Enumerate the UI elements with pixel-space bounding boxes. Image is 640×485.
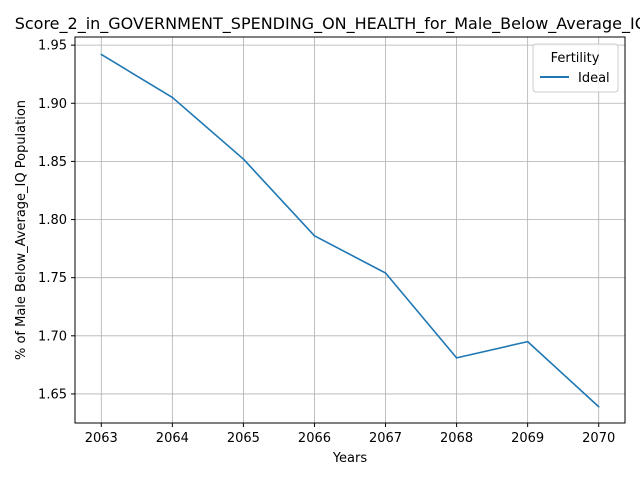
x-tick-label: 2068 xyxy=(440,431,473,446)
x-tick-label: 2069 xyxy=(511,431,544,446)
data-point xyxy=(526,340,529,343)
x-tick-label: 2065 xyxy=(227,431,260,446)
x-tick-label: 2064 xyxy=(156,431,189,446)
data-point xyxy=(171,96,174,99)
series-layer xyxy=(100,53,600,408)
data-point xyxy=(313,235,316,237)
data-point xyxy=(597,405,600,408)
plot-frame xyxy=(74,36,626,424)
ticks: 2063 2064 2065 2066 2067 2068 2069 2070 1.65 1.70… xyxy=(38,39,615,446)
legend: Fertility Ideal xyxy=(532,43,619,93)
y-tick-label: 1.85 xyxy=(38,155,67,170)
series-line-ideal xyxy=(100,53,600,408)
y-tick-label: 1.90 xyxy=(38,97,67,112)
x-tick-label: 2063 xyxy=(85,431,118,446)
legend-title: Fertility xyxy=(551,51,600,66)
x-tick-label: 2067 xyxy=(369,431,402,446)
data-point xyxy=(455,357,458,359)
x-axis-label: Years xyxy=(332,451,368,466)
y-axis-label: % of Male Below_Average_IQ Population xyxy=(14,100,29,360)
x-tick-label: 2070 xyxy=(582,431,615,446)
y-tick-label: 1.75 xyxy=(38,271,67,286)
data-point xyxy=(100,53,103,56)
chart-title: Score_2_in_GOVERNMENT_SPENDING_ON_HEALTH… xyxy=(15,14,640,34)
y-tick-label: 1.65 xyxy=(38,387,67,402)
y-tick-label: 1.95 xyxy=(38,39,67,54)
data-point xyxy=(242,158,245,160)
x-tick-label: 2066 xyxy=(298,431,331,446)
legend-label-ideal: Ideal xyxy=(578,71,610,86)
y-tick-label: 1.80 xyxy=(38,213,67,228)
y-tick-label: 1.70 xyxy=(38,329,67,344)
data-point xyxy=(384,272,387,274)
legend-box xyxy=(532,43,619,93)
grid xyxy=(75,37,625,423)
